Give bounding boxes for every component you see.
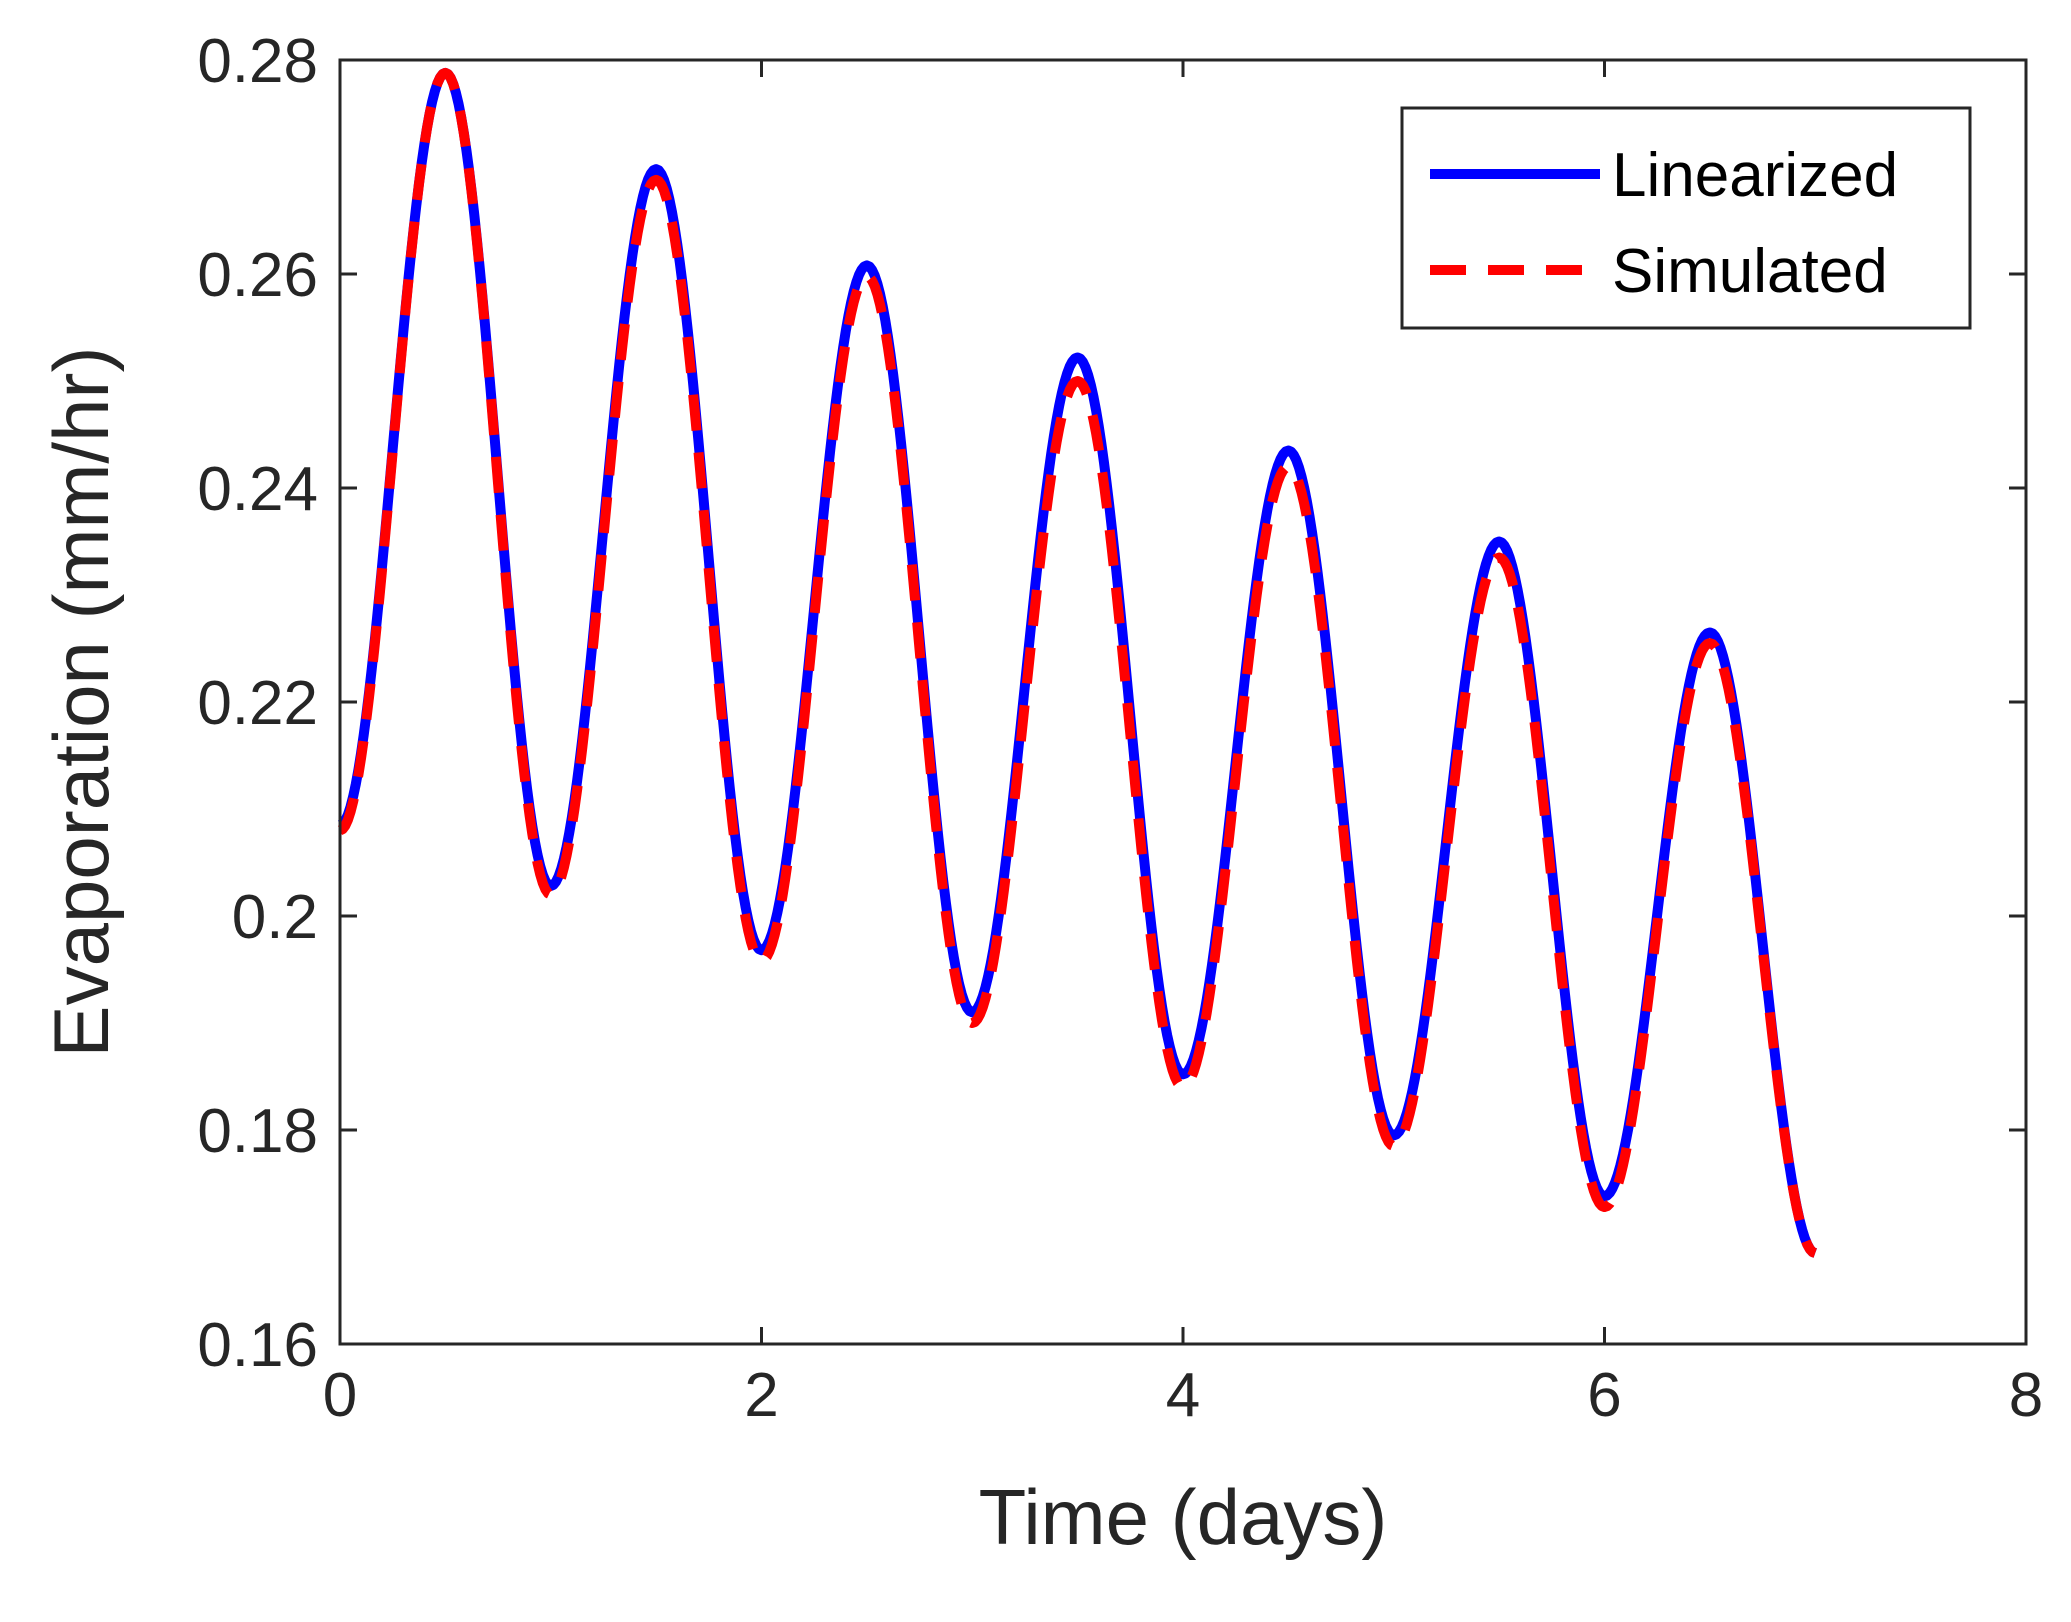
legend-label-linearized: Linearized — [1612, 141, 1898, 210]
x-tick-label: 8 — [2009, 1361, 2043, 1430]
y-tick-label: 0.16 — [197, 1311, 318, 1380]
series-line-simulated — [337, 67, 1818, 1258]
x-tick-label: 2 — [744, 1361, 778, 1430]
y-tick-label: 0.18 — [197, 1097, 318, 1166]
y-axis-title: Evaporation (mm/hr) — [37, 347, 125, 1058]
y-tick-label: 0.26 — [197, 241, 318, 310]
y-tick-label: 0.22 — [197, 669, 318, 738]
y-tick-label: 0.24 — [197, 455, 318, 524]
legend-label-simulated: Simulated — [1612, 237, 1888, 306]
axes-box — [338, 58, 2028, 1346]
x-tick-label: 6 — [1587, 1361, 1621, 1430]
legend: Linearized Simulated — [1400, 106, 1972, 330]
plot-area — [337, 67, 1818, 1258]
y-tick-label: 0.2 — [232, 883, 318, 952]
x-tick-label: 0 — [323, 1361, 357, 1430]
legend-box — [1400, 106, 1972, 330]
y-tick-label: 0.28 — [197, 27, 318, 96]
x-axis-title: Time (days) — [979, 1473, 1388, 1561]
tick-labels: 0 2 4 6 8 0.16 0.18 0.2 0.22 0.24 0.26 0.28 — [197, 27, 2043, 1430]
x-tick-label: 4 — [1166, 1361, 1200, 1430]
